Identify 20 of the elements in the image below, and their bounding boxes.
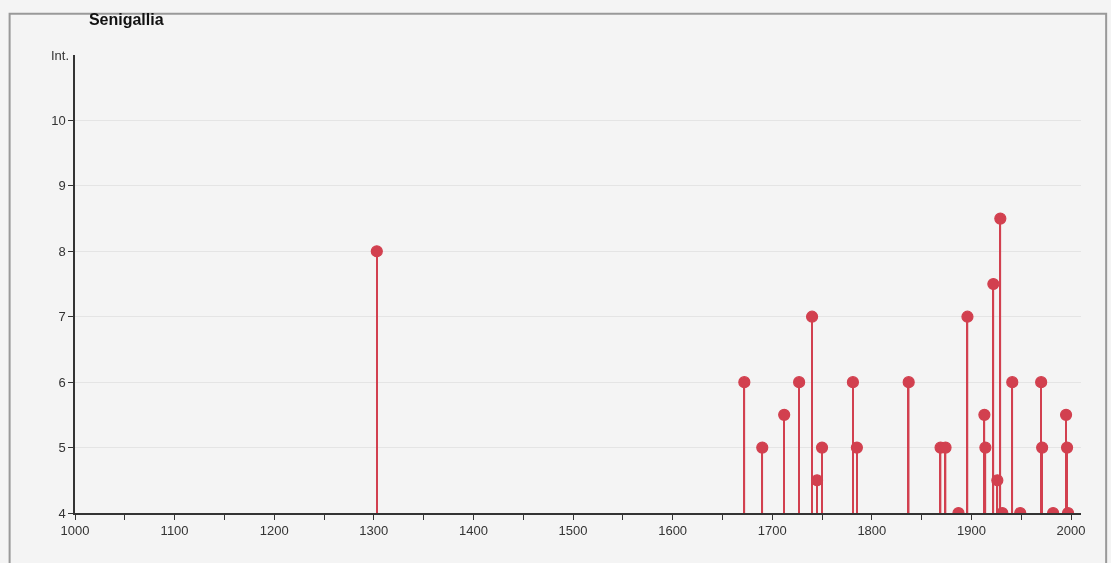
x-tick-label: 1700 — [757, 523, 787, 539]
x-tick-label: 1800 — [857, 523, 887, 539]
x-tick-label: 1100 — [160, 523, 189, 539]
y-tick-label: 5 — [58, 440, 66, 456]
x-tick-label: 1300 — [359, 523, 389, 539]
y-tick-label: 7 — [58, 309, 66, 325]
y-tick-label: 9 — [58, 178, 66, 194]
x-tick-label: 1900 — [956, 523, 986, 539]
x-tick-label: 1500 — [558, 523, 588, 539]
x-tick-label: 1000 — [60, 523, 90, 539]
y-tick-label: 10 — [51, 112, 66, 128]
y-axis-title: Int. — [51, 48, 70, 63]
x-tick-label: 1400 — [458, 523, 488, 539]
x-tick-label: 1200 — [259, 523, 289, 539]
x-tick-label: 2000 — [1056, 523, 1086, 539]
y-tick-label: 4 — [58, 505, 66, 521]
x-tick-label: 1600 — [658, 523, 688, 539]
y-tick-label: 8 — [58, 243, 66, 259]
y-tick-label: 6 — [58, 374, 66, 390]
chart-title: Senigallia — [88, 11, 164, 29]
